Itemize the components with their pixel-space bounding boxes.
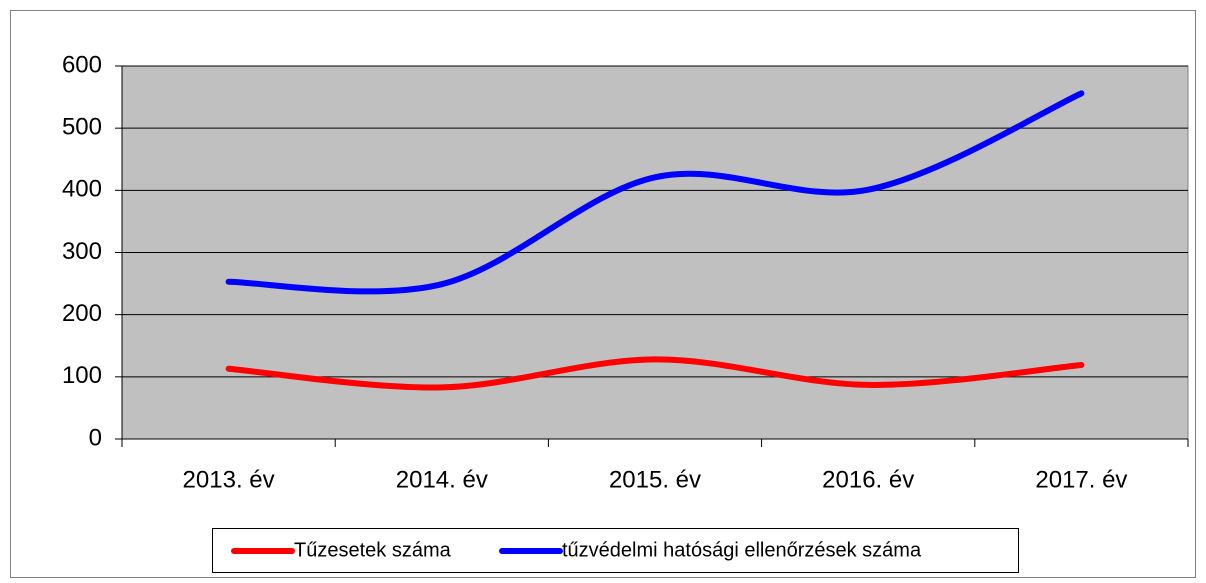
legend-label: tűzvédelmi hatósági ellenőrzések száma: [562, 539, 922, 561]
x-tick-label: 2015. év: [609, 466, 701, 493]
series-line: [225, 90, 1085, 295]
y-tick-label: 100: [62, 362, 102, 389]
legend-label: Tűzesetek száma: [294, 539, 452, 561]
x-tick-label: 2017. év: [1035, 466, 1127, 493]
x-tick-label: 2016. év: [822, 466, 914, 493]
y-tick-label: 300: [62, 238, 102, 265]
y-tick-label: 400: [62, 176, 102, 203]
y-tick-label: 0: [89, 424, 102, 451]
x-tick-label: 2013. év: [183, 466, 275, 493]
y-tick-label: 200: [62, 300, 102, 327]
legend-box: [212, 528, 1019, 573]
y-tick-label: 500: [62, 114, 102, 141]
y-tick-label: 600: [62, 51, 102, 78]
series-line: [225, 356, 1085, 391]
x-tick-label: 2014. év: [396, 466, 488, 493]
